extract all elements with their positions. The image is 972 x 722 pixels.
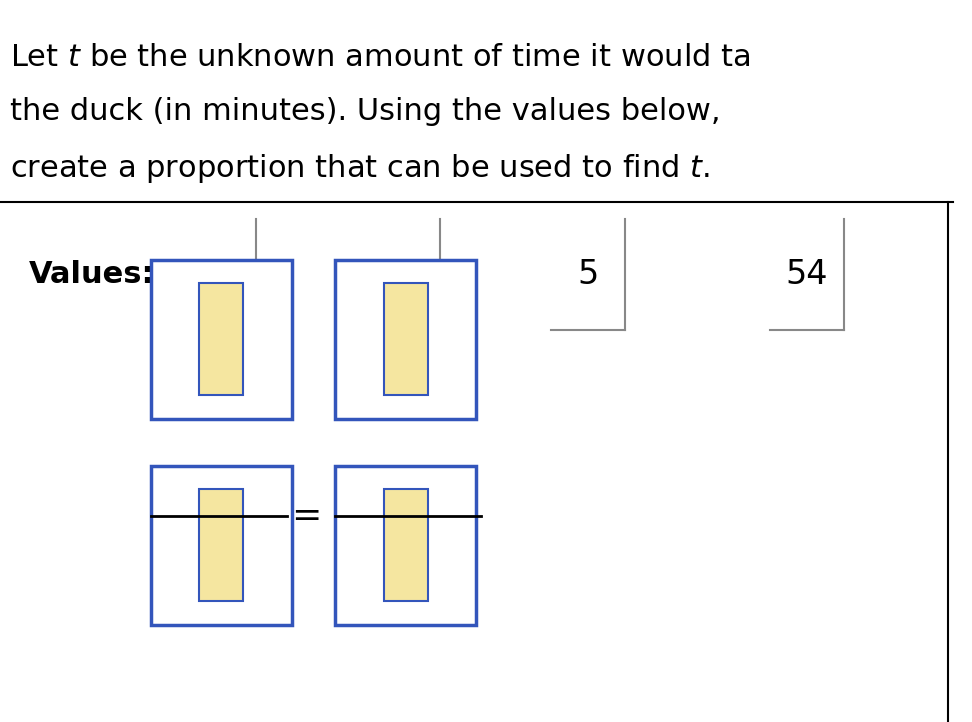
- Text: Let $t$ be the unknown amount of time it would ta: Let $t$ be the unknown amount of time it…: [10, 43, 750, 72]
- Text: 6: 6: [393, 258, 414, 291]
- Bar: [335, 466, 476, 625]
- Text: =: =: [291, 499, 322, 534]
- Bar: [199, 490, 243, 601]
- Bar: [335, 260, 476, 419]
- Text: 54: 54: [785, 258, 828, 291]
- Bar: [199, 283, 243, 396]
- Text: Values:: Values:: [29, 260, 155, 289]
- Text: the duck (in minutes). Using the values below,: the duck (in minutes). Using the values …: [10, 97, 720, 126]
- Text: create a proportion that can be used to find $t$.: create a proportion that can be used to …: [10, 152, 710, 185]
- Text: $t$: $t$: [211, 258, 226, 291]
- Text: 5: 5: [577, 258, 599, 291]
- Bar: [384, 283, 428, 396]
- Bar: [384, 490, 428, 601]
- Bar: [151, 260, 292, 419]
- Bar: [151, 466, 292, 625]
